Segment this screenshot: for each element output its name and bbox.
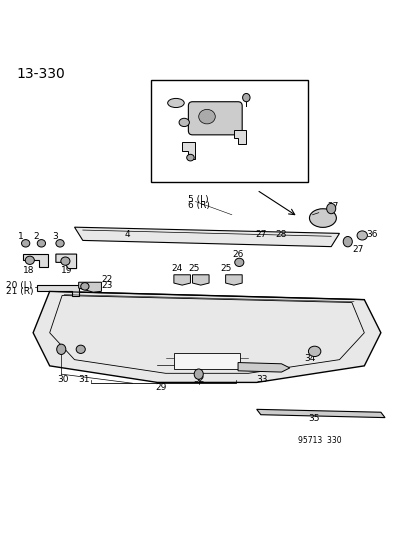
- Text: 4: 4: [124, 230, 130, 239]
- Text: 27: 27: [351, 245, 362, 254]
- Ellipse shape: [57, 344, 66, 354]
- Text: 20 (L): 20 (L): [6, 281, 32, 289]
- Polygon shape: [192, 275, 209, 285]
- Ellipse shape: [186, 155, 194, 161]
- Text: 8: 8: [159, 117, 165, 126]
- Text: 33: 33: [255, 375, 267, 384]
- Text: 95713  330: 95713 330: [297, 436, 341, 445]
- Polygon shape: [56, 254, 76, 269]
- Text: 31: 31: [78, 375, 89, 384]
- Bar: [173, 353, 240, 369]
- Text: 21 (R): 21 (R): [6, 287, 33, 296]
- Text: 26: 26: [232, 249, 243, 259]
- Text: 29: 29: [155, 383, 166, 392]
- Text: 25: 25: [188, 264, 199, 273]
- Text: 36: 36: [366, 230, 377, 239]
- Ellipse shape: [326, 204, 335, 214]
- Polygon shape: [23, 254, 47, 266]
- Text: 17 (R): 17 (R): [253, 151, 280, 160]
- Polygon shape: [182, 142, 194, 159]
- Ellipse shape: [234, 258, 243, 266]
- Polygon shape: [237, 362, 289, 372]
- Text: 19: 19: [61, 266, 73, 275]
- Text: 28: 28: [275, 230, 286, 239]
- Bar: [151, 80, 308, 182]
- Text: 16 (L): 16 (L): [253, 146, 279, 154]
- Ellipse shape: [342, 237, 351, 247]
- Text: 10 (R): 10 (R): [152, 140, 180, 149]
- Ellipse shape: [242, 93, 249, 102]
- Text: 9 (L): 9 (L): [152, 134, 173, 143]
- Text: 11: 11: [157, 156, 169, 165]
- Ellipse shape: [25, 256, 34, 264]
- Text: 18: 18: [23, 266, 34, 275]
- FancyBboxPatch shape: [188, 102, 242, 135]
- Text: 34: 34: [304, 354, 315, 363]
- Polygon shape: [256, 409, 384, 418]
- Ellipse shape: [198, 109, 215, 124]
- Text: 1: 1: [18, 232, 24, 241]
- Text: 23: 23: [101, 281, 112, 290]
- Ellipse shape: [309, 209, 336, 228]
- Polygon shape: [74, 227, 339, 247]
- Polygon shape: [78, 282, 101, 292]
- Ellipse shape: [178, 118, 189, 126]
- Text: 35: 35: [308, 414, 319, 423]
- Ellipse shape: [167, 99, 184, 108]
- Ellipse shape: [37, 240, 45, 247]
- Text: 3: 3: [52, 232, 58, 241]
- Text: 15: 15: [253, 130, 264, 139]
- Text: 13 (L): 13 (L): [258, 109, 285, 118]
- Ellipse shape: [308, 346, 320, 357]
- Text: 27: 27: [326, 202, 337, 211]
- Ellipse shape: [76, 345, 85, 353]
- Ellipse shape: [61, 257, 70, 265]
- Text: 25: 25: [220, 264, 231, 273]
- Text: 27: 27: [255, 230, 266, 239]
- Text: 13-330: 13-330: [17, 67, 65, 81]
- Text: 14 (R): 14 (R): [258, 115, 285, 124]
- Ellipse shape: [194, 369, 203, 379]
- Ellipse shape: [356, 231, 367, 240]
- Text: 22: 22: [101, 275, 112, 284]
- Polygon shape: [225, 275, 242, 285]
- Text: 30: 30: [57, 375, 69, 384]
- Text: 32: 32: [193, 375, 204, 384]
- Polygon shape: [37, 285, 78, 296]
- Ellipse shape: [21, 240, 30, 247]
- Polygon shape: [33, 292, 380, 382]
- Text: 6 (R): 6 (R): [188, 201, 210, 209]
- Text: 12: 12: [258, 93, 269, 102]
- Text: 24: 24: [171, 264, 183, 273]
- Ellipse shape: [56, 240, 64, 247]
- Text: 7: 7: [159, 98, 165, 107]
- Text: 2: 2: [33, 232, 39, 241]
- Polygon shape: [233, 130, 246, 144]
- Polygon shape: [173, 275, 190, 285]
- Text: 5 (L): 5 (L): [188, 195, 209, 204]
- Ellipse shape: [81, 282, 89, 290]
